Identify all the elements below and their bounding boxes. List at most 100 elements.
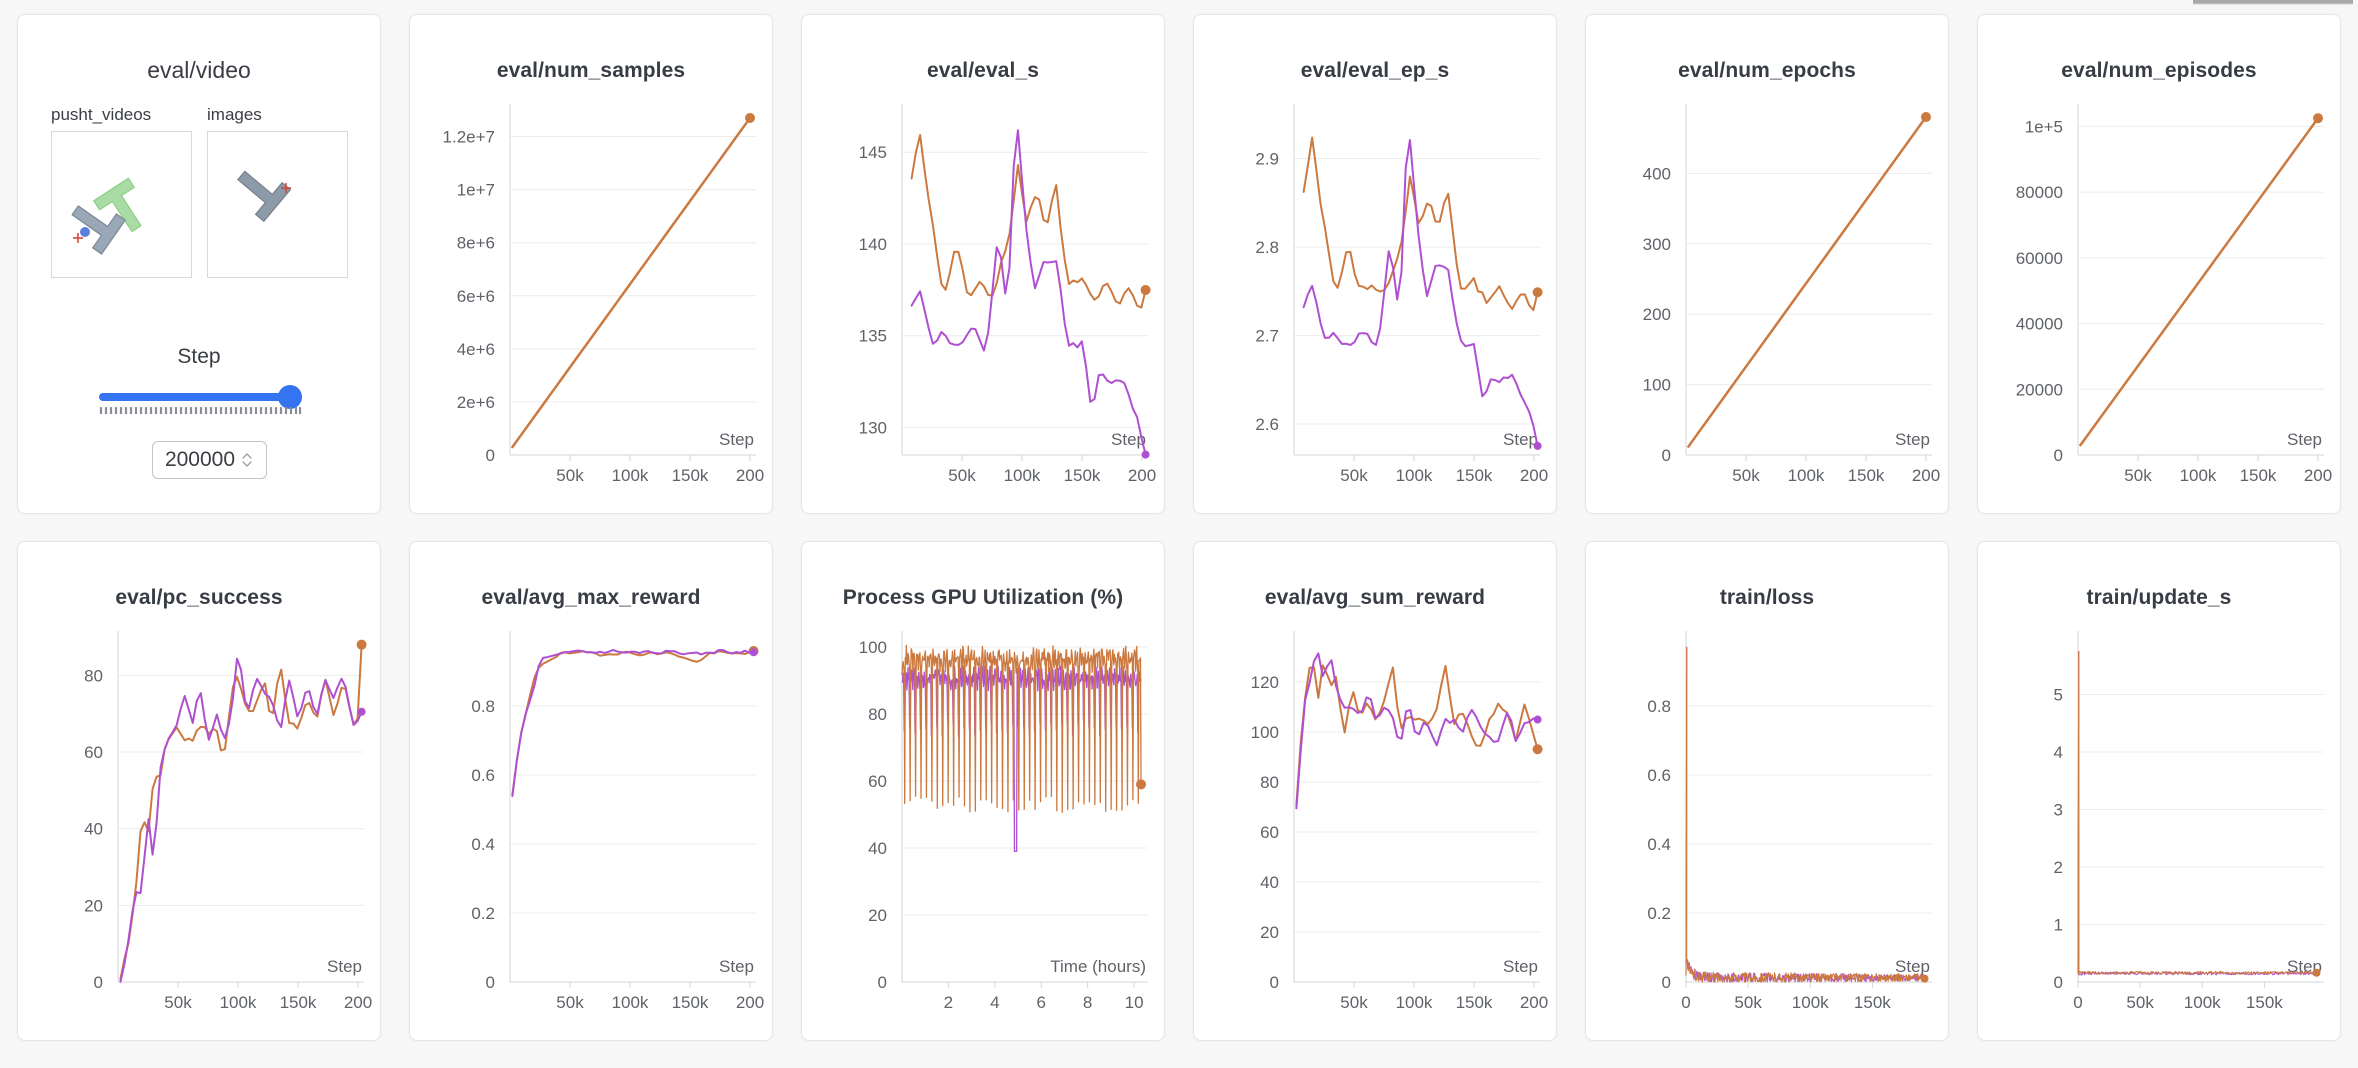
svg-text:150k: 150k	[1854, 993, 1891, 1012]
svg-text:60: 60	[868, 772, 887, 791]
svg-text:1e+5: 1e+5	[2025, 117, 2063, 136]
svg-text:50k: 50k	[556, 993, 584, 1012]
svg-text:60: 60	[84, 743, 103, 762]
svg-text:100: 100	[1251, 723, 1279, 742]
svg-text:4: 4	[2054, 743, 2063, 762]
svg-text:120: 120	[1251, 673, 1279, 692]
svg-text:80000: 80000	[2016, 183, 2063, 202]
svg-text:2.7: 2.7	[1255, 327, 1279, 346]
svg-text:60: 60	[1260, 823, 1279, 842]
svg-text:Step: Step	[719, 957, 754, 976]
svg-text:130: 130	[859, 418, 887, 437]
svg-text:0: 0	[486, 446, 495, 465]
svg-text:150k: 150k	[1456, 466, 1493, 485]
svg-text:80: 80	[1260, 773, 1279, 792]
svg-text:Step: Step	[1503, 430, 1538, 449]
svg-text:100k: 100k	[1792, 993, 1829, 1012]
svg-text:200: 200	[1128, 466, 1156, 485]
svg-text:20: 20	[84, 896, 103, 915]
svg-text:Step: Step	[1895, 430, 1930, 449]
svg-text:0.2: 0.2	[1647, 904, 1671, 923]
svg-text:0.4: 0.4	[471, 835, 495, 854]
svg-text:0: 0	[2054, 446, 2063, 465]
svg-text:1.2e+7: 1.2e+7	[443, 128, 495, 147]
svg-text:140: 140	[859, 235, 887, 254]
svg-text:1e+7: 1e+7	[457, 181, 495, 200]
svg-text:100k: 100k	[220, 993, 257, 1012]
svg-text:Step: Step	[1503, 957, 1538, 976]
svg-text:150k: 150k	[1456, 993, 1493, 1012]
svg-text:100k: 100k	[1788, 466, 1825, 485]
svg-text:150k: 150k	[1064, 466, 1101, 485]
svg-text:2.9: 2.9	[1255, 150, 1279, 169]
svg-text:0.6: 0.6	[471, 766, 495, 785]
svg-text:400: 400	[1643, 164, 1671, 183]
svg-text:50k: 50k	[1732, 466, 1760, 485]
svg-text:4e+6: 4e+6	[457, 340, 495, 359]
svg-text:50k: 50k	[948, 466, 976, 485]
svg-text:300: 300	[1643, 235, 1671, 254]
svg-text:0: 0	[94, 973, 103, 992]
svg-text:50k: 50k	[1340, 993, 1368, 1012]
svg-text:20: 20	[868, 906, 887, 925]
svg-text:50k: 50k	[1340, 466, 1368, 485]
svg-text:200: 200	[344, 993, 372, 1012]
svg-text:Step: Step	[2287, 430, 2322, 449]
svg-text:0.2: 0.2	[471, 904, 495, 923]
svg-text:6e+6: 6e+6	[457, 287, 495, 306]
svg-text:100: 100	[859, 638, 887, 657]
svg-text:100: 100	[1643, 376, 1671, 395]
svg-text:0: 0	[486, 973, 495, 992]
svg-text:135: 135	[859, 327, 887, 346]
svg-text:0: 0	[2054, 973, 2063, 992]
svg-text:150k: 150k	[672, 466, 709, 485]
svg-text:50k: 50k	[2126, 993, 2154, 1012]
svg-text:150k: 150k	[2246, 993, 2283, 1012]
svg-text:Step: Step	[327, 957, 362, 976]
svg-text:20000: 20000	[2016, 380, 2063, 399]
svg-text:0: 0	[1662, 446, 1671, 465]
svg-text:50k: 50k	[556, 466, 584, 485]
svg-text:100k: 100k	[2180, 466, 2217, 485]
svg-text:100k: 100k	[1004, 466, 1041, 485]
svg-text:200: 200	[2304, 466, 2332, 485]
svg-text:0.6: 0.6	[1647, 766, 1671, 785]
svg-text:8: 8	[1083, 993, 1092, 1012]
svg-text:2.8: 2.8	[1255, 238, 1279, 257]
svg-text:200: 200	[1520, 466, 1548, 485]
svg-text:0: 0	[878, 973, 887, 992]
svg-text:100k: 100k	[1396, 466, 1433, 485]
svg-text:50k: 50k	[1734, 993, 1762, 1012]
svg-text:Step: Step	[1895, 957, 1930, 976]
svg-text:0: 0	[1662, 973, 1671, 992]
svg-text:8e+6: 8e+6	[457, 234, 495, 253]
svg-text:150k: 150k	[672, 993, 709, 1012]
svg-text:0.8: 0.8	[471, 697, 495, 716]
svg-text:2.6: 2.6	[1255, 415, 1279, 434]
svg-text:50k: 50k	[164, 993, 192, 1012]
svg-text:145: 145	[859, 143, 887, 162]
svg-text:100k: 100k	[2184, 993, 2221, 1012]
svg-text:0.8: 0.8	[1647, 697, 1671, 716]
svg-text:200: 200	[1912, 466, 1940, 485]
svg-text:200: 200	[1643, 305, 1671, 324]
svg-text:200: 200	[736, 993, 764, 1012]
svg-text:0.4: 0.4	[1647, 835, 1671, 854]
svg-text:0: 0	[2073, 993, 2082, 1012]
svg-text:100k: 100k	[612, 466, 649, 485]
svg-text:80: 80	[868, 705, 887, 724]
svg-text:60000: 60000	[2016, 249, 2063, 268]
svg-text:2e+6: 2e+6	[457, 393, 495, 412]
svg-text:40: 40	[1260, 873, 1279, 892]
svg-text:150k: 150k	[2240, 466, 2277, 485]
svg-text:10: 10	[1125, 993, 1144, 1012]
svg-text:2: 2	[2054, 858, 2063, 877]
svg-text:Step: Step	[719, 430, 754, 449]
svg-text:2: 2	[944, 993, 953, 1012]
svg-text:50k: 50k	[2124, 466, 2152, 485]
svg-text:100k: 100k	[1396, 993, 1433, 1012]
svg-text:3: 3	[2054, 801, 2063, 820]
svg-text:80: 80	[84, 666, 103, 685]
svg-text:6: 6	[1037, 993, 1046, 1012]
svg-text:1: 1	[2054, 916, 2063, 935]
